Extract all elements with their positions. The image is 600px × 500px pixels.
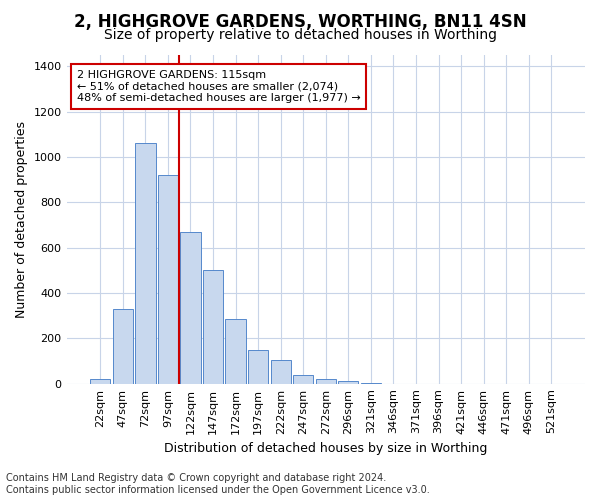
Text: Contains HM Land Registry data © Crown copyright and database right 2024.
Contai: Contains HM Land Registry data © Crown c… — [6, 474, 430, 495]
Text: Size of property relative to detached houses in Worthing: Size of property relative to detached ho… — [104, 28, 497, 42]
Bar — [316, 379, 336, 384]
Bar — [135, 144, 155, 384]
Y-axis label: Number of detached properties: Number of detached properties — [15, 121, 28, 318]
X-axis label: Distribution of detached houses by size in Worthing: Distribution of detached houses by size … — [164, 442, 487, 455]
Bar — [361, 382, 381, 384]
Bar — [248, 350, 268, 384]
Bar — [293, 374, 313, 384]
Bar — [113, 309, 133, 384]
Text: 2, HIGHGROVE GARDENS, WORTHING, BN11 4SN: 2, HIGHGROVE GARDENS, WORTHING, BN11 4SN — [74, 12, 526, 30]
Bar — [226, 319, 246, 384]
Bar — [158, 175, 178, 384]
Bar — [271, 360, 291, 384]
Bar — [338, 382, 358, 384]
Bar — [181, 232, 200, 384]
Bar — [203, 270, 223, 384]
Bar — [90, 379, 110, 384]
Text: 2 HIGHGROVE GARDENS: 115sqm
← 51% of detached houses are smaller (2,074)
48% of : 2 HIGHGROVE GARDENS: 115sqm ← 51% of det… — [77, 70, 361, 103]
